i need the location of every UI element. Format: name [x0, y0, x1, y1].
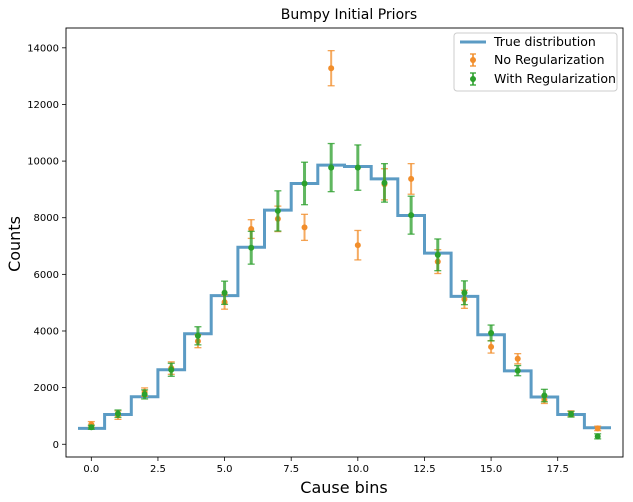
- series-with-regularization: [87, 142, 602, 440]
- x-tick-label: 12.5: [413, 464, 435, 475]
- y-tick-label: 12000: [27, 100, 59, 111]
- data-point: [88, 424, 95, 431]
- x-tick-label: 7.5: [283, 464, 299, 475]
- legend: True distribution No Regularization With R…: [453, 32, 618, 92]
- legend-true-distribution-label: True distribution: [493, 34, 596, 49]
- y-tick-label: 4000: [34, 326, 59, 337]
- data-point: [381, 179, 388, 186]
- data-point: [408, 212, 415, 219]
- data-point: [488, 329, 495, 336]
- data-point: [514, 355, 521, 362]
- data-point: [328, 164, 335, 171]
- legend-series-label: No Regularization: [494, 52, 605, 67]
- data-point: [221, 289, 228, 296]
- axes: 0.0 2.5 5.0 7.5 10.0 12.5 15.0 17.5 0 2000 4000 600…: [27, 27, 624, 475]
- chart-title: Bumpy Initial Priors: [281, 7, 417, 23]
- data-point: [328, 65, 335, 72]
- data-point: [434, 251, 441, 258]
- legend-swatch-marker: [470, 57, 476, 63]
- y-tick-label: 2000: [34, 383, 59, 394]
- data-point: [141, 391, 148, 398]
- data-point: [594, 433, 601, 440]
- x-tick-label: 5.0: [217, 464, 233, 475]
- y-tick-label: 10000: [27, 157, 59, 168]
- data-point: [514, 367, 521, 374]
- x-tick-label: 0.0: [83, 464, 99, 475]
- data-point: [541, 392, 548, 399]
- data-point: [568, 411, 575, 418]
- y-tick-label: 8000: [34, 213, 59, 224]
- data-point: [114, 410, 121, 417]
- data-point: [408, 175, 415, 182]
- y-tick-label: 14000: [27, 43, 59, 54]
- data-point: [301, 224, 308, 231]
- data-point: [248, 244, 255, 251]
- data-point: [274, 207, 281, 214]
- data-point: [194, 332, 201, 339]
- x-axis-title: Cause bins: [300, 478, 387, 497]
- data-point: [488, 343, 495, 350]
- data-point: [168, 366, 175, 373]
- x-tick-label: 2.5: [150, 464, 166, 475]
- x-tick-label: 15.0: [480, 464, 502, 475]
- data-point: [301, 180, 308, 187]
- data-point: [354, 164, 361, 171]
- y-tick-label: 0: [53, 440, 59, 451]
- data-point: [594, 425, 601, 432]
- axes-frame: [65, 27, 624, 458]
- plot-area: [78, 50, 611, 440]
- legend-swatch-marker: [470, 76, 476, 82]
- x-tick-label: 17.5: [547, 464, 569, 475]
- legend-box: [453, 32, 618, 92]
- data-point: [248, 226, 255, 233]
- x-tick-label: 10.0: [347, 464, 369, 475]
- y-axis-title: Counts: [5, 216, 24, 272]
- data-point: [461, 289, 468, 296]
- y-tick-label: 6000: [34, 270, 59, 281]
- legend-series-label: With Regularization: [494, 71, 616, 86]
- data-point: [354, 242, 361, 249]
